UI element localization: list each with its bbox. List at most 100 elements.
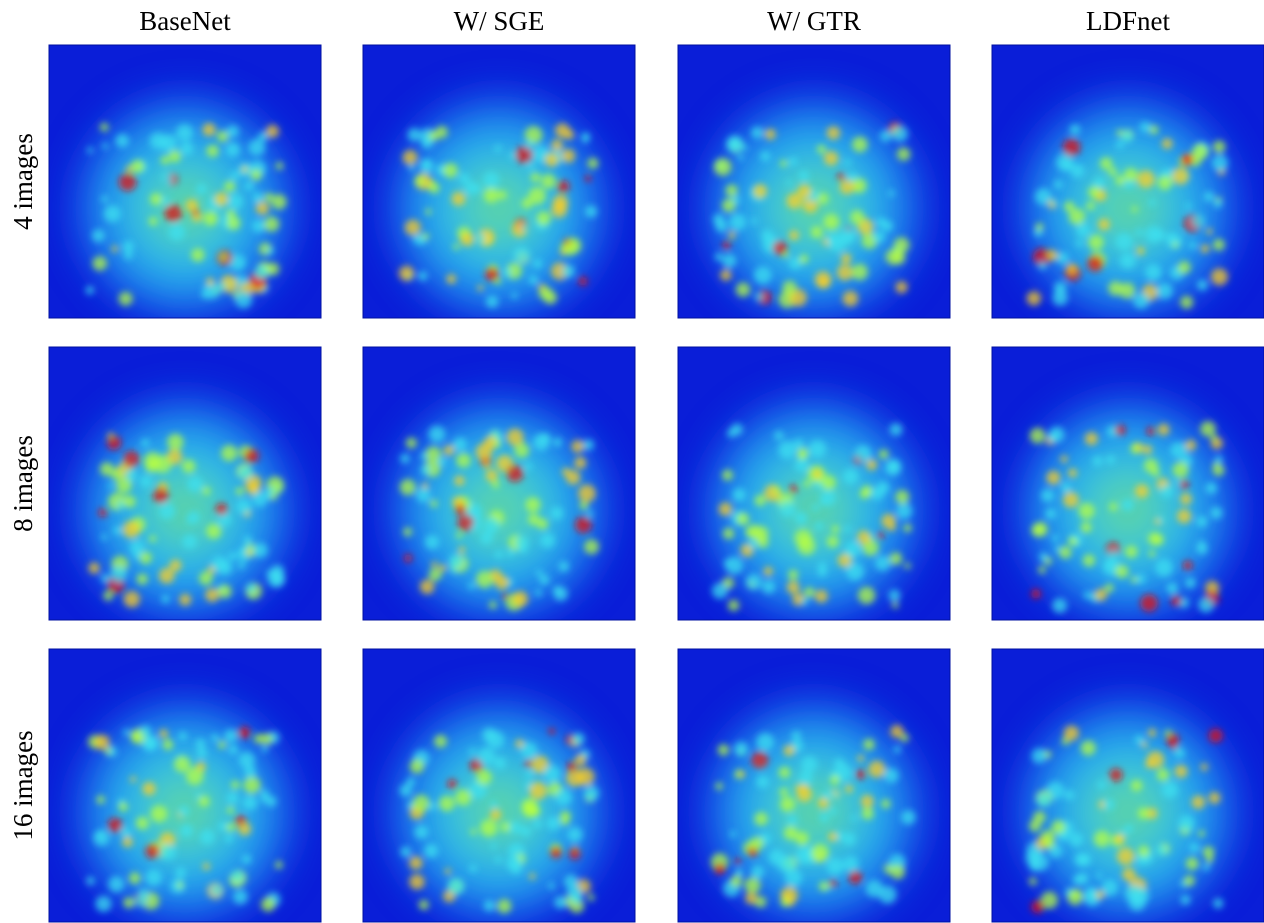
- heatmap-spot: [1052, 290, 1068, 306]
- heatmap-spot: [215, 503, 227, 515]
- heatmap-spot: [1087, 256, 1103, 272]
- heatmap-spot: [86, 876, 95, 885]
- heatmap-spot: [185, 199, 198, 212]
- heatmap-spot: [843, 291, 859, 307]
- heatmap-spot: [407, 128, 421, 142]
- heatmap-spot: [140, 725, 151, 736]
- heatmap-spot: [178, 732, 187, 741]
- heatmap-spot: [446, 274, 456, 284]
- heatmap-spot: [1081, 522, 1092, 533]
- heatmap-spot: [1135, 735, 1144, 744]
- heatmap-spot: [750, 837, 764, 851]
- heatmap-spot: [425, 535, 439, 549]
- heatmap-spot: [225, 834, 234, 843]
- heatmap-spot: [1182, 154, 1193, 165]
- heatmap-spot: [1201, 763, 1208, 770]
- heatmap-spot: [1171, 595, 1182, 606]
- heatmap-spot: [889, 590, 901, 602]
- heatmap-spot: [445, 868, 451, 874]
- heatmap-spot: [149, 217, 158, 226]
- heatmap-spot: [1084, 591, 1092, 599]
- heatmap-spot: [245, 549, 252, 556]
- heatmap-spot: [230, 171, 239, 180]
- heatmap-spot: [429, 803, 436, 810]
- heatmap-spot: [728, 231, 736, 239]
- heatmap-spot: [555, 789, 572, 806]
- heatmap-spot: [549, 728, 555, 734]
- heatmap-spot: [256, 201, 270, 215]
- heatmap-spot: [187, 511, 200, 524]
- heatmap-spot: [227, 792, 239, 804]
- heatmap-spot: [266, 125, 279, 138]
- heatmap-spot: [541, 174, 556, 189]
- heatmap-spot: [266, 247, 273, 254]
- heatmap-spot: [1192, 144, 1208, 160]
- heatmap-spot: [866, 459, 877, 470]
- heatmap-spot: [801, 756, 817, 772]
- heatmap-spot: [1047, 250, 1058, 261]
- heatmap-spot: [1170, 442, 1187, 459]
- heatmap-spot: [1093, 456, 1103, 466]
- heatmap-spot: [270, 493, 277, 500]
- heatmap-spot: [545, 153, 559, 167]
- heatmap-spot: [211, 884, 223, 896]
- heatmap-spot: [860, 489, 870, 499]
- heatmap-spot: [737, 154, 744, 161]
- heatmap-spot: [1138, 808, 1150, 820]
- heatmap-spot: [877, 532, 884, 539]
- heatmap-spot: [1088, 186, 1100, 198]
- heatmap-spot: [837, 264, 853, 280]
- heatmap-spot: [420, 580, 435, 595]
- heatmap-spot: [453, 244, 459, 250]
- heatmap-spot: [495, 856, 502, 863]
- heatmap-spot: [714, 863, 725, 874]
- heatmap-spot: [739, 771, 745, 777]
- heatmap-spot: [511, 292, 517, 298]
- heatmap-spot: [565, 238, 581, 254]
- heatmap-spot: [725, 557, 743, 575]
- heatmap-spot: [243, 536, 252, 545]
- heatmap-spot: [812, 504, 819, 511]
- heatmap-spot: [261, 897, 275, 911]
- heatmap-spot: [1213, 200, 1222, 209]
- heatmap-spot: [569, 848, 580, 859]
- heatmap-spot: [829, 807, 837, 815]
- row-label: 4 images: [8, 133, 38, 230]
- heatmap-spot: [1183, 561, 1193, 571]
- heatmap-spot: [431, 562, 437, 568]
- heatmap-spot: [221, 445, 237, 461]
- heatmap-spot: [476, 769, 492, 785]
- heatmap-spot: [1054, 180, 1063, 189]
- heatmap-spot: [876, 217, 886, 227]
- heatmap-spot: [1201, 244, 1210, 253]
- heatmap-spot: [409, 874, 424, 889]
- heatmap-spot: [830, 775, 840, 785]
- heatmap-spot: [889, 423, 902, 436]
- heatmap-spot: [136, 817, 149, 830]
- heatmap-spot: [1184, 875, 1195, 886]
- heatmap-spot: [145, 869, 162, 886]
- page: {"columns": ["BaseNet", "W/ SGE", "W/ GT…: [0, 0, 1264, 923]
- heatmap-spot: [412, 795, 429, 812]
- heatmap-spot: [1046, 471, 1060, 485]
- heatmap-spot: [159, 503, 176, 520]
- heatmap-spot: [571, 440, 584, 453]
- heatmap-spot: [827, 233, 838, 244]
- heatmap-spot: [444, 445, 455, 456]
- heatmap-spot: [562, 468, 570, 476]
- heatmap-spot: [862, 807, 874, 819]
- heatmap-spot: [562, 265, 575, 278]
- heatmap-spot: [857, 530, 871, 544]
- heatmap-spot: [1085, 432, 1098, 445]
- heatmap-spot: [745, 528, 753, 536]
- heatmap-spot: [177, 882, 184, 889]
- heatmap-spot: [1131, 780, 1143, 792]
- heatmap-spot: [506, 465, 523, 482]
- heatmap-spot: [796, 846, 814, 864]
- heatmap-spot: [180, 142, 193, 155]
- heatmap-spot: [470, 829, 476, 835]
- heatmap-spot: [471, 522, 481, 532]
- heatmap-spot: [244, 449, 259, 464]
- heatmap-spot: [1031, 524, 1044, 537]
- column-title: W/ SGE: [454, 6, 545, 36]
